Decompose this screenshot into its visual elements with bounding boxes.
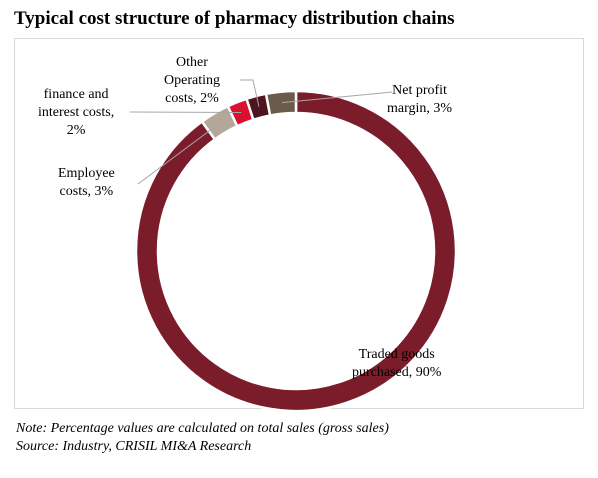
chart-title: Typical cost structure of pharmacy distr… bbox=[14, 8, 455, 29]
label-employee-costs: Employee costs, 3% bbox=[58, 166, 115, 199]
label-traded-goods: Traded goods purchased, 90% bbox=[352, 347, 442, 380]
label-net-profit-margin: Net profit margin, 3% bbox=[387, 83, 453, 116]
label-finance-costs: finance and interest costs, 2% bbox=[38, 87, 115, 138]
leader-other-operating-costs bbox=[240, 79, 260, 107]
chart-note: Note: Percentage values are calculated o… bbox=[16, 421, 389, 436]
label-other-operating-costs: Other Operating costs, 2% bbox=[164, 55, 220, 106]
leader-net-profit-margin bbox=[281, 91, 393, 104]
slice-net-profit-margin bbox=[264, 89, 298, 117]
chart-source: Source: Industry, CRISIL MI&A Research bbox=[16, 439, 252, 454]
slice-traded-goods bbox=[134, 89, 458, 413]
leader-employee-costs bbox=[137, 122, 221, 185]
